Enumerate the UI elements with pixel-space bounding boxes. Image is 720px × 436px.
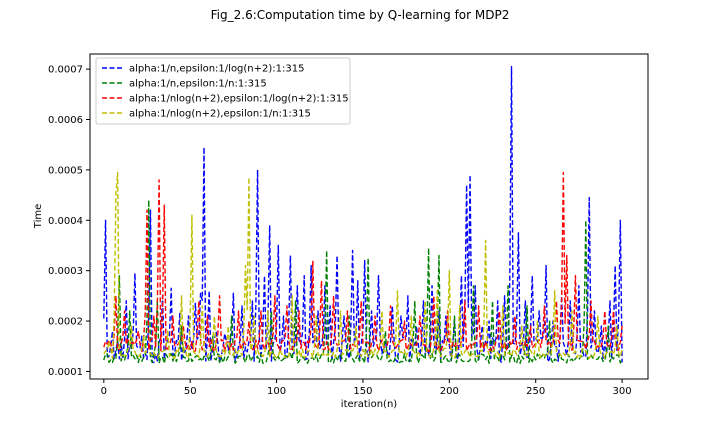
x-tick-label: 0: [101, 386, 107, 397]
chart-title: Fig_2.6:Computation time by Q-learning f…: [211, 8, 510, 22]
y-tick-label: 0.0001: [48, 367, 83, 378]
series-line-3: [103, 171, 623, 353]
legend-entry: alpha:1/n,epsilon:1/n:1:315: [129, 79, 267, 90]
x-tick-label: 250: [526, 386, 545, 397]
y-axis-label: Time: [33, 204, 44, 229]
y-tick-label: 0.0004: [48, 216, 83, 227]
x-axis: 0 50 100 150 200 250 300: [101, 379, 632, 397]
series-line-4: [103, 171, 623, 360]
y-tick-label: 0.0006: [48, 115, 83, 126]
series-line-2: [103, 199, 623, 365]
x-tick-label: 200: [440, 386, 459, 397]
x-tick-label: 100: [267, 386, 286, 397]
y-tick-label: 0.0003: [48, 266, 83, 277]
legend-entry: alpha:1/nlog(n+2),epsilon:1/n:1:315: [129, 109, 311, 120]
y-axis: 0.0001 0.0002 0.0003 0.0004 0.0005 0.0006 0.00…: [48, 65, 90, 378]
x-tick-label: 300: [613, 386, 632, 397]
y-tick-label: 0.0005: [48, 165, 83, 176]
legend: alpha:1/n,epsilon:1/log(n+2):1:315 alpha:…: [95, 57, 351, 125]
plot-lines: [103, 65, 623, 365]
y-tick-label: 0.0002: [48, 317, 83, 328]
x-tick-label: 50: [184, 386, 197, 397]
legend-entry: alpha:1/nlog(n+2),epsilon:1/log(n+2):1:3…: [129, 94, 349, 105]
legend-entry: alpha:1/n,epsilon:1/log(n+2):1:315: [129, 64, 304, 75]
legend-box: [95, 57, 351, 125]
plot-area-frame: [89, 53, 649, 380]
x-axis-label: iteration(n): [341, 399, 397, 410]
x-tick-label: 150: [353, 386, 372, 397]
y-tick-label: 0.0007: [48, 65, 83, 76]
